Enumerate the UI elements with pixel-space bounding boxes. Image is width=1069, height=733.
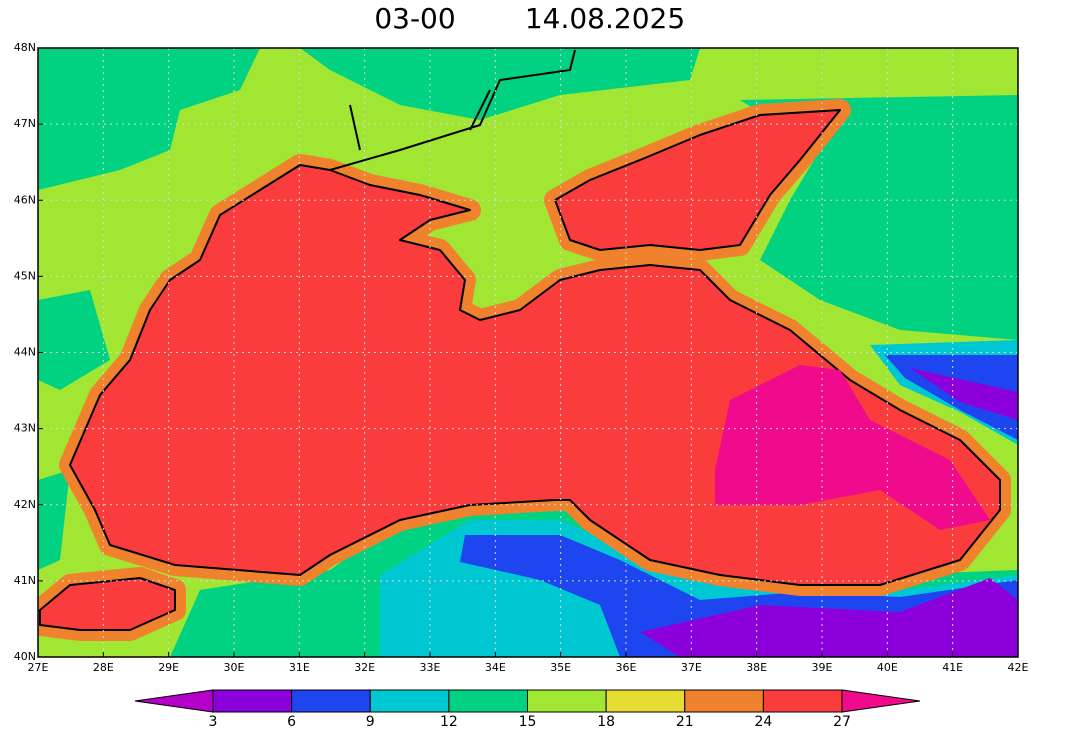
colorbar-box xyxy=(448,689,528,713)
sst-field xyxy=(38,48,1018,657)
colorbar-box xyxy=(684,689,764,713)
colorbar-label: 3 xyxy=(209,714,218,730)
lat-label: 47N xyxy=(14,117,36,130)
lat-label: 48N xyxy=(14,41,36,54)
graticule: 40N 41N 42N 43N 44N 45N 46N 47N 48N 27E 28E 29E 30E 3… xyxy=(14,41,1029,674)
colorbar-box xyxy=(605,689,686,713)
colorbar-label: 15 xyxy=(519,714,537,730)
lon-label: 38E xyxy=(746,661,767,674)
lon-label: 36E xyxy=(616,661,637,674)
lon-label: 33E xyxy=(420,661,441,674)
lon-label: 35E xyxy=(550,661,571,674)
colorbar-box xyxy=(527,689,607,713)
lat-label: 41N xyxy=(14,574,36,587)
lon-label: 41E xyxy=(942,661,963,674)
time-label: 03-00 xyxy=(374,2,455,35)
colorbar-label: 12 xyxy=(440,714,458,730)
colorbar-box xyxy=(291,689,371,713)
colorbar-box xyxy=(212,689,293,713)
colorbar-arrow xyxy=(841,689,921,713)
colorbar-box xyxy=(762,689,843,713)
lon-label: 39E xyxy=(812,661,833,674)
colorbar: 3 6 9 12 15 18 21 24 27 xyxy=(134,689,921,730)
colorbar-label: 9 xyxy=(366,714,375,730)
colorbar-box xyxy=(369,689,450,713)
date-label: 14.08.2025 xyxy=(525,2,685,35)
lon-label: 40E xyxy=(877,661,898,674)
lon-label: 28E xyxy=(93,661,114,674)
lon-label: 42E xyxy=(1008,661,1029,674)
lat-label: 44N xyxy=(14,346,36,359)
colorbar-arrow xyxy=(134,689,214,713)
colorbar-label: 18 xyxy=(597,714,615,730)
lon-label: 37E xyxy=(681,661,702,674)
lon-label: 32E xyxy=(354,661,375,674)
colorbar-label: 6 xyxy=(287,714,296,730)
lat-label: 45N xyxy=(14,269,36,282)
lon-label: 29E xyxy=(158,661,179,674)
lat-label: 40N xyxy=(14,650,36,663)
lon-label: 31E xyxy=(289,661,310,674)
lon-label: 30E xyxy=(224,661,245,674)
lat-label: 43N xyxy=(14,422,36,435)
map-frame xyxy=(37,47,1019,658)
lat-label: 42N xyxy=(14,498,36,511)
lon-label: 27E xyxy=(28,661,49,674)
lon-label: 34E xyxy=(485,661,506,674)
lat-label: 46N xyxy=(14,193,36,206)
colorbar-label: 27 xyxy=(833,714,851,730)
colorbar-label: 24 xyxy=(754,714,772,730)
colorbar-label: 21 xyxy=(676,714,694,730)
